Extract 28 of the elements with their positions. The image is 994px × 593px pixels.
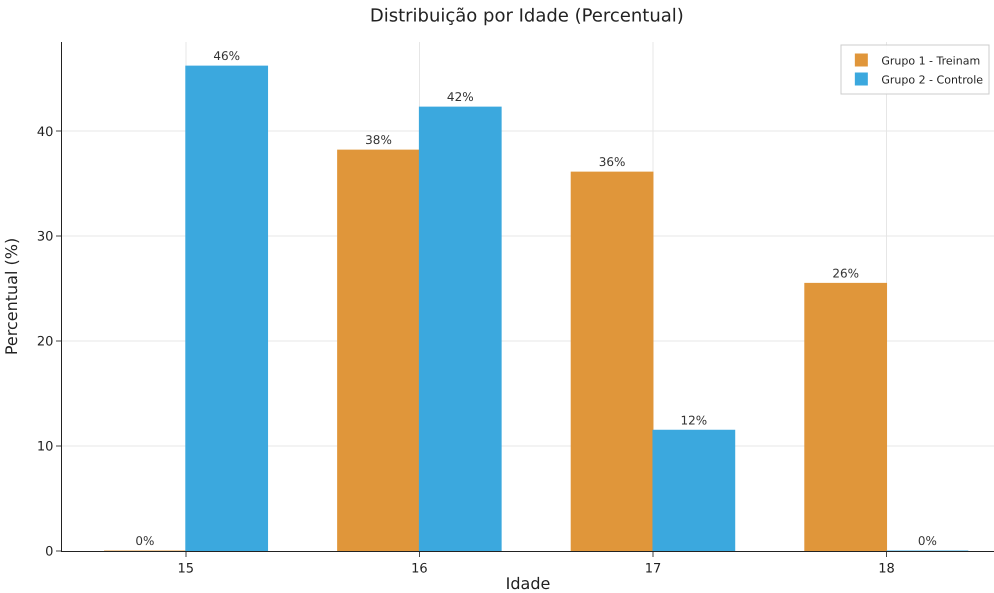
data-label: 36% — [598, 155, 626, 170]
x-tick-label: 18 — [878, 562, 895, 577]
data-label: 0% — [918, 534, 937, 548]
data-label: 12% — [680, 413, 708, 428]
y-tick-label: 40 — [36, 124, 54, 140]
y-tick-label: 0 — [45, 544, 54, 560]
y-tick-label: 20 — [36, 334, 54, 350]
legend-label: Grupo 1 - Treinam — [881, 54, 980, 68]
data-label: 38% — [365, 133, 392, 148]
chart-title: Distribuição por Idade (Percentual) — [370, 5, 684, 26]
data-label: 26% — [832, 266, 860, 280]
y-axis-title: Percentual (%) — [2, 238, 21, 356]
data-label: 42% — [446, 90, 474, 104]
x-axis-title: Idade — [506, 574, 550, 593]
bar — [418, 106, 502, 551]
bar — [185, 66, 268, 551]
y-tick-label: 10 — [36, 440, 54, 455]
bar — [652, 430, 736, 551]
bar — [337, 150, 420, 551]
x-tick-label: 17 — [644, 562, 662, 577]
legend-label: Grupo 2 - Controle — [881, 73, 984, 86]
x-tick-label: 16 — [411, 562, 428, 577]
bar — [804, 282, 888, 551]
bar — [570, 172, 654, 551]
data-label: 0% — [135, 534, 154, 548]
data-label: 46% — [213, 49, 240, 64]
y-tick-label: 30 — [36, 230, 54, 245]
x-tick-label: 15 — [178, 562, 194, 577]
